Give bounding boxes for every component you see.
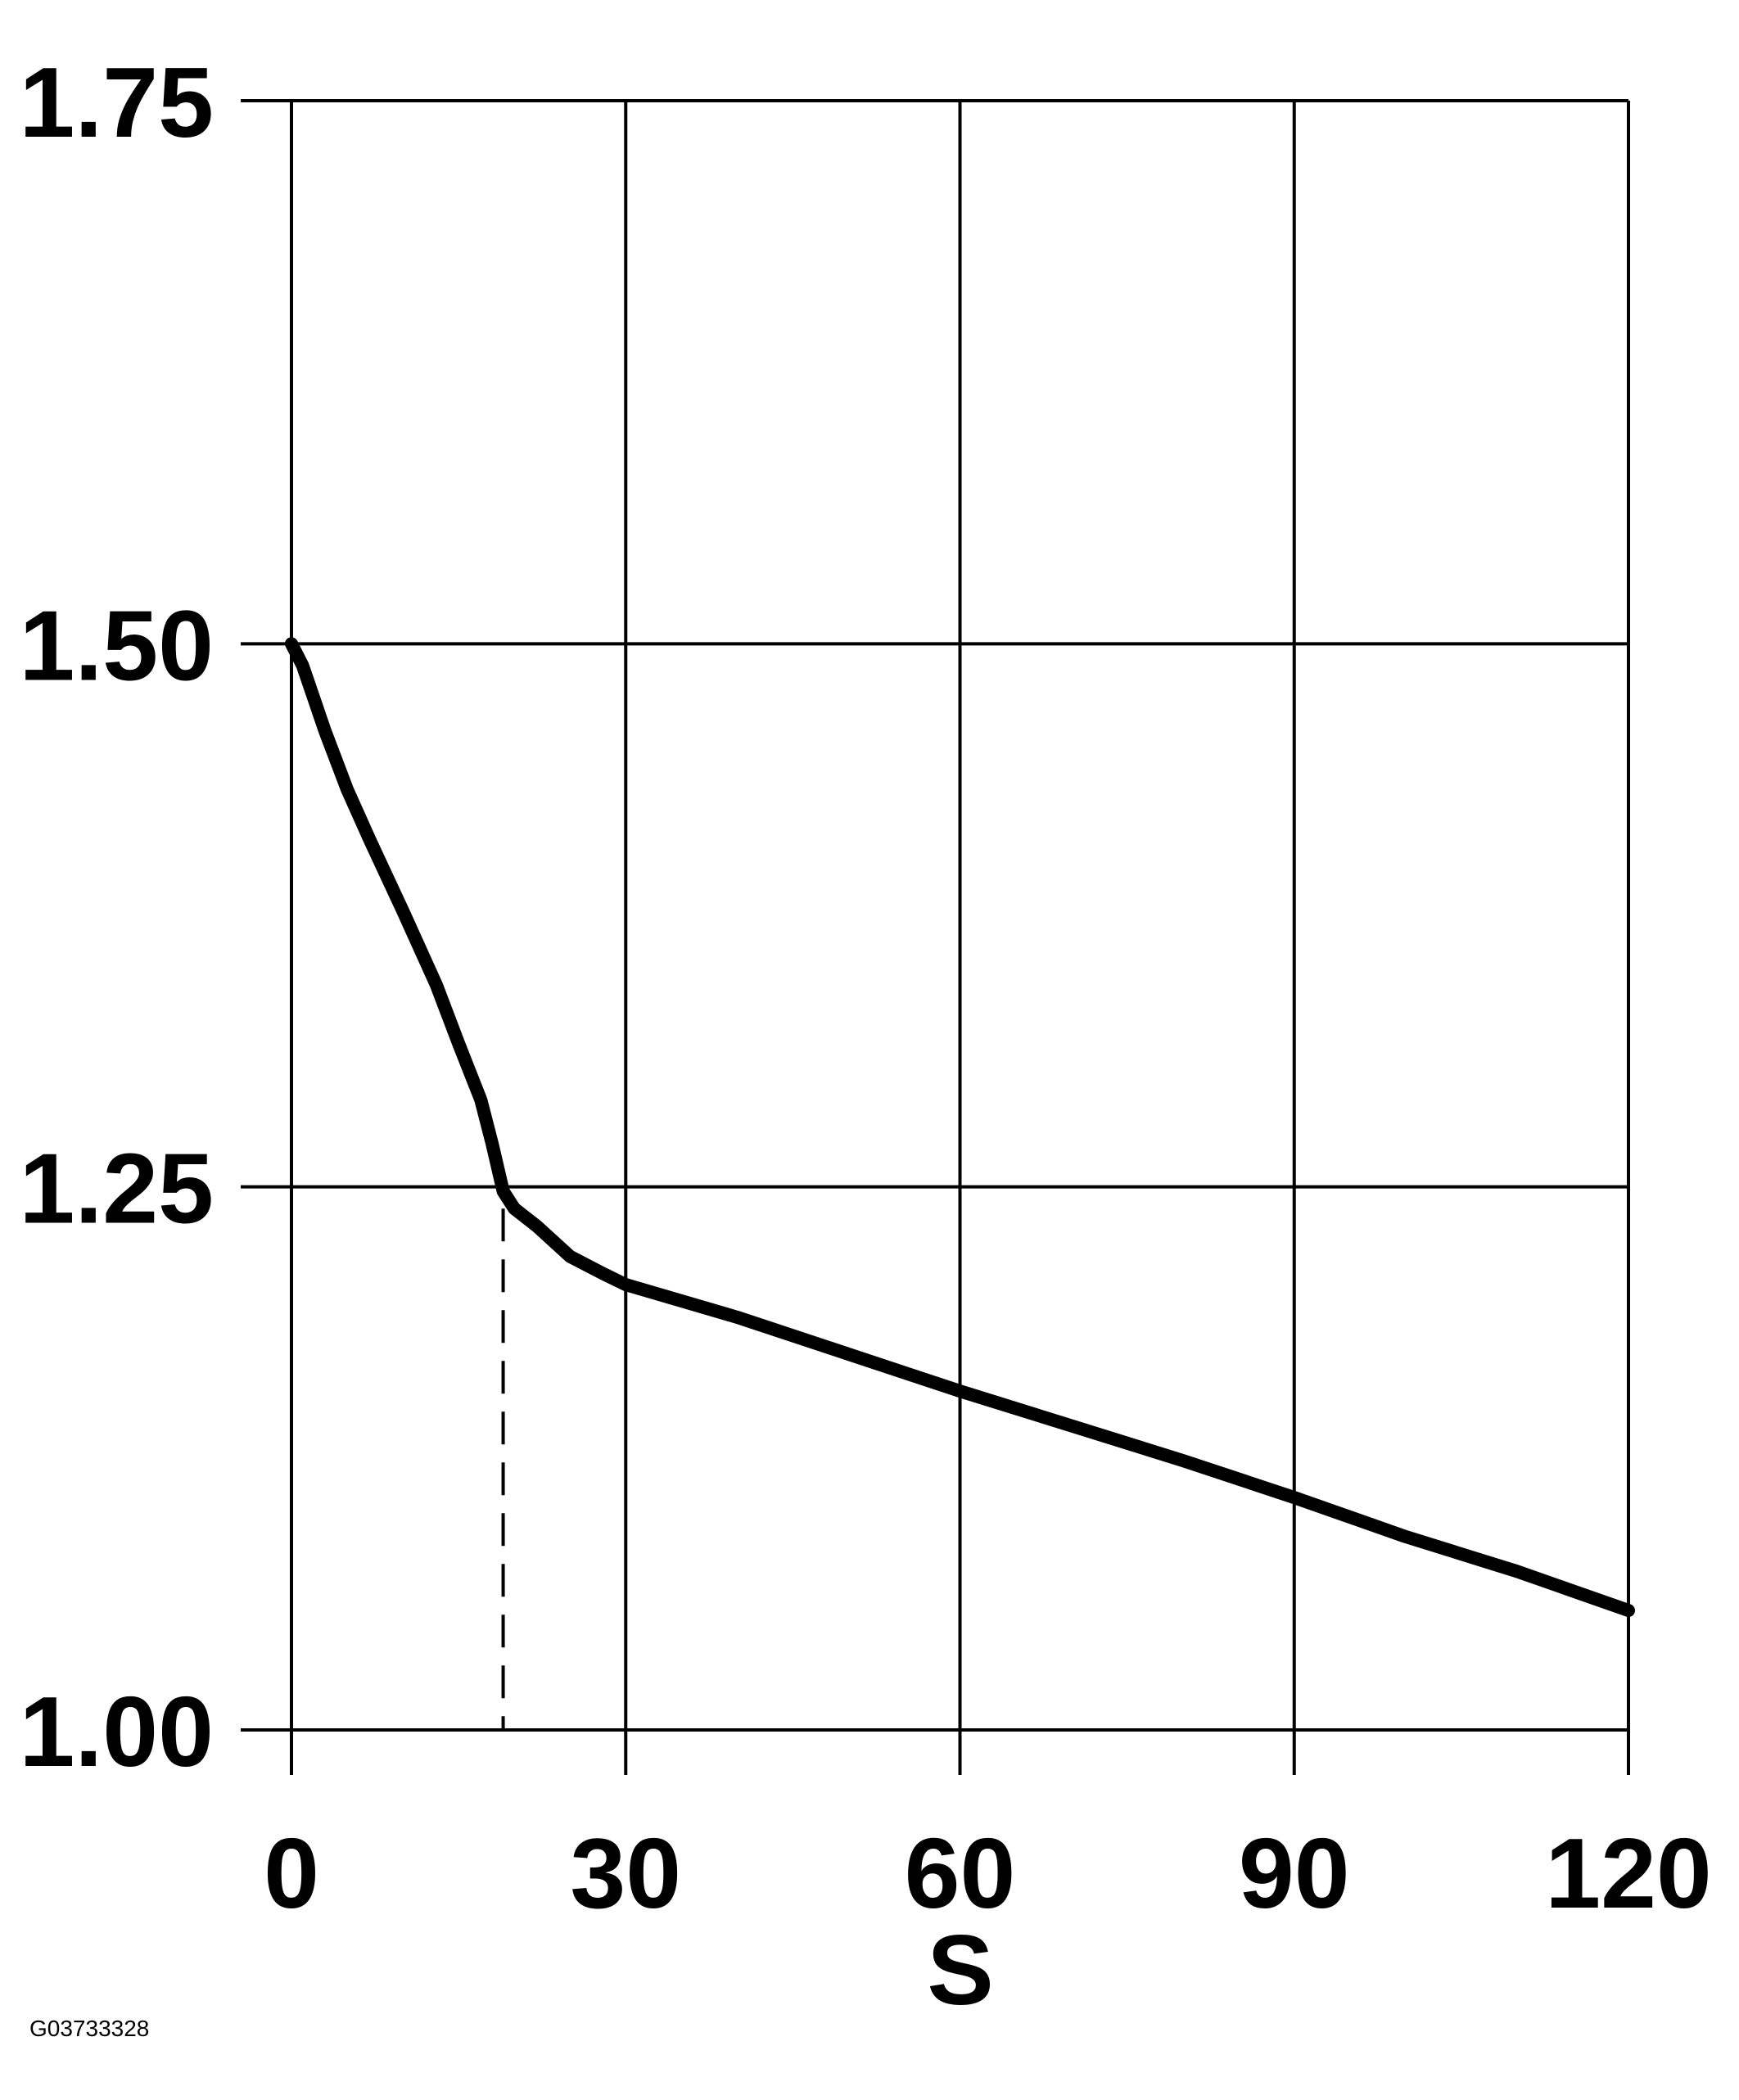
figure-code: G03733328 (29, 2016, 149, 2041)
y-tick-label: 1.50 (20, 589, 214, 701)
x-tick-label: 120 (1545, 1818, 1712, 1929)
x-tick-labels: 0 30 60 90 120 (264, 1818, 1712, 1929)
x-tick-label: 60 (905, 1818, 1016, 1929)
x-tick-label: 0 (264, 1818, 319, 1929)
y-tick-label: 1.75 (20, 47, 214, 158)
grid (241, 99, 1630, 1775)
y-tick-labels: 1.00 1.25 1.50 1.75 (20, 47, 214, 1787)
y-tick-label: 1.25 (20, 1133, 214, 1244)
x-axis-label: S (927, 1914, 993, 2025)
data-series-line (285, 637, 1635, 1618)
y-tick-label: 1.00 (20, 1676, 214, 1787)
x-tick-label: 30 (570, 1818, 681, 1929)
x-tick-label: 90 (1239, 1818, 1350, 1929)
